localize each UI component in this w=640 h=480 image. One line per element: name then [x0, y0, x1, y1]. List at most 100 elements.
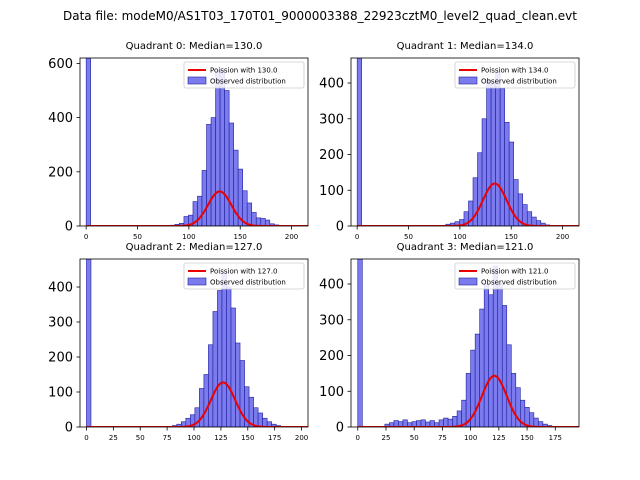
legend-observed-swatch [458, 76, 478, 85]
y-tick-label: 600 [48, 57, 73, 72]
histogram-bar [488, 294, 494, 427]
x-tick-label: 175 [268, 434, 281, 442]
figure-suptitle: Data file: modeM0/AS1T03_170T01_90000033… [63, 9, 577, 23]
x-tick-label: 100 [182, 233, 195, 241]
panel-title: Quadrant 3: Median=121.0 [397, 242, 534, 253]
x-tick-label: 150 [505, 233, 518, 241]
y-tick-label: 200 [319, 148, 344, 163]
y-tick-label: 100 [319, 184, 344, 199]
plot-area [356, 58, 579, 226]
panel-quadrant-3: 0 25 50 75 100 125 150 175 0 100 200 300 400 Quadrant… [319, 242, 580, 442]
legend-box [454, 262, 576, 290]
histogram-bar [86, 259, 92, 427]
x-tick-label: 75 [163, 434, 172, 442]
x-tick-label: 50 [410, 434, 419, 442]
y-tick-label: 400 [48, 281, 73, 296]
histogram-bar [486, 79, 492, 226]
x-tick-label: 150 [241, 434, 254, 442]
legend: Poission with 127.0 Observed distribution [183, 262, 305, 290]
poisson-curve [86, 190, 308, 226]
histogram-bar [529, 412, 535, 427]
x-tick-label: 125 [492, 434, 505, 442]
histogram-bar [357, 259, 363, 427]
y-tick-label: 200 [319, 349, 344, 364]
histogram-bar [235, 342, 241, 427]
y-tick-label: 0 [336, 421, 344, 436]
histogram-bar [490, 82, 496, 226]
histogram-bar [85, 58, 91, 226]
histogram-bar [477, 152, 483, 226]
histogram-bar [246, 202, 253, 226]
histogram-bar [260, 218, 266, 226]
histogram-bar [506, 344, 512, 427]
histogram-bar [208, 344, 214, 427]
legend-poisson-label: Poission with 121.0 [481, 268, 549, 276]
y-tick-label: 0 [65, 220, 73, 235]
legend: Poission with 121.0 Observed distribution [454, 262, 576, 290]
histogram-bar [215, 71, 221, 226]
legend-observed-swatch [187, 76, 207, 85]
histogram-bar [402, 419, 408, 427]
histogram-bar [443, 417, 449, 427]
x-tick-label: 0 [356, 434, 360, 442]
legend-box [183, 262, 305, 290]
legend-poisson-label: Poission with 130.0 [210, 67, 278, 75]
y-tick-label: 300 [319, 112, 344, 127]
axes-frame [79, 57, 309, 227]
legend: Poission with 130.0 Observed distribution [183, 61, 305, 89]
histogram-bar [540, 222, 546, 226]
histogram-bar [510, 373, 517, 427]
x-tick-label: 50 [133, 233, 142, 241]
histogram-bar [474, 333, 480, 427]
y-tick-label: 400 [319, 77, 344, 92]
histogram-bar [497, 283, 503, 427]
panel-quadrant-1: 0 50 100 150 200 0 100 200 300 400 Quadrant 1: Med… [319, 41, 580, 241]
x-tick-label: 0 [84, 434, 88, 442]
histogram-bar [504, 122, 510, 226]
y-tick-label: 100 [319, 385, 344, 400]
x-tick-label: 50 [136, 434, 145, 442]
histogram-bar [531, 216, 537, 226]
legend-observed-label: Observed distribution [481, 78, 557, 86]
y-tick-label: 400 [48, 111, 73, 126]
histogram-bar [217, 290, 223, 427]
legend-box [454, 61, 576, 89]
panel-title: Quadrant 0: Median=130.0 [126, 41, 263, 52]
histogram-bar [479, 308, 485, 427]
legend-observed-label: Observed distribution [210, 279, 286, 287]
histogram-bar [230, 307, 236, 427]
histogram-bar [212, 311, 218, 427]
histogram-bar [526, 211, 533, 226]
x-tick-label: 125 [214, 434, 227, 442]
y-tick-label: 200 [48, 165, 73, 180]
legend-poisson-label: Poission with 127.0 [210, 268, 278, 276]
histogram-bar [226, 286, 232, 427]
histogram-bar [356, 58, 362, 226]
panel-quadrant-0: 0 50 100 150 200 0 200 400 600 Quadrant 0: Median… [48, 41, 309, 241]
histogram-bar [253, 407, 259, 427]
y-tick-label: 200 [48, 351, 73, 366]
y-tick-label: 300 [319, 313, 344, 328]
histogram-bar [533, 417, 539, 427]
histogram-bar [210, 117, 216, 226]
panel-title: Quadrant 1: Median=134.0 [397, 41, 534, 52]
y-tick-label: 0 [65, 421, 73, 436]
histogram-bar [221, 272, 227, 427]
axes-frame [350, 258, 580, 428]
histogram-bar [203, 374, 209, 427]
x-tick-label: 200 [556, 233, 569, 241]
legend: Poission with 134.0 Observed distribution [454, 61, 576, 89]
histogram-bar [447, 418, 453, 427]
histogram-bar [492, 265, 499, 427]
histogram-bar [199, 388, 205, 427]
legend-observed-label: Observed distribution [481, 279, 557, 287]
x-tick-label: 100 [187, 434, 200, 442]
panel-title: Quadrant 2: Median=127.0 [126, 242, 263, 253]
legend-observed-swatch [458, 277, 478, 286]
histogram-bar [219, 69, 225, 226]
x-tick-label: 200 [295, 434, 308, 442]
x-tick-label: 175 [549, 434, 562, 442]
axes-frame [350, 57, 580, 227]
y-tick-label: 0 [336, 220, 344, 235]
